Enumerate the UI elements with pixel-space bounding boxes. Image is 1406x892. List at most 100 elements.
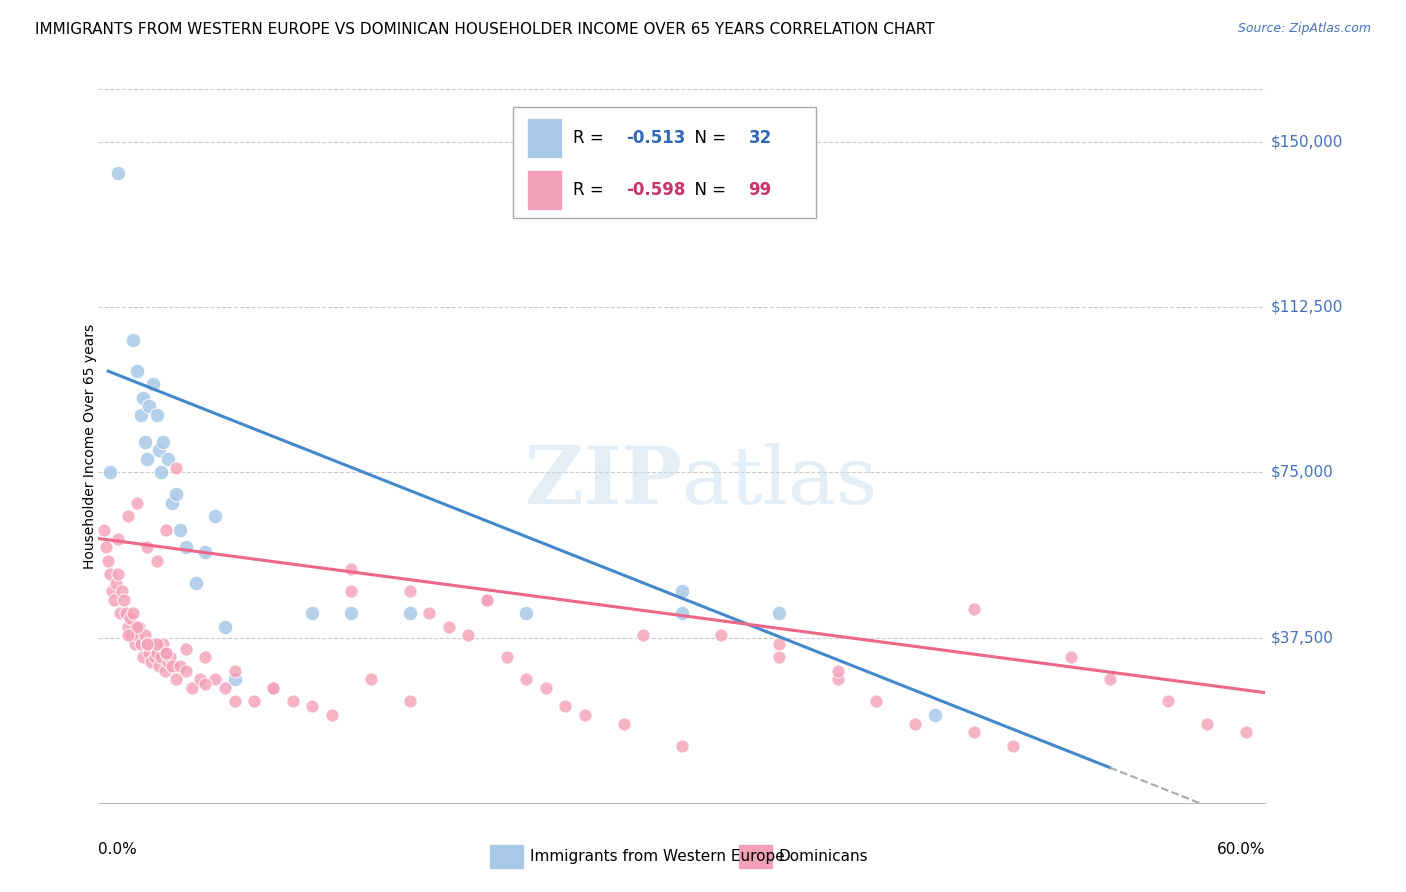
Point (477, 593, 499, 607)
Point (495, 650, 517, 665)
Text: 0.0%: 0.0% (98, 842, 138, 857)
Point (132, 650, 155, 665)
Point (129, 408, 152, 422)
Point (117, 628, 139, 642)
Point (962, 725, 984, 739)
Point (114, 607, 136, 621)
Point (121, 628, 143, 642)
Point (122, 607, 145, 621)
Text: 32: 32 (748, 129, 772, 147)
FancyBboxPatch shape (738, 844, 773, 869)
Point (340, 584, 363, 599)
Point (169, 523, 191, 537)
Point (398, 607, 420, 621)
Point (124, 637, 146, 651)
Point (180, 681, 202, 696)
FancyBboxPatch shape (527, 170, 562, 210)
Point (152, 434, 174, 449)
Point (149, 650, 172, 665)
Point (93, 523, 115, 537)
Point (612, 716, 634, 731)
Point (152, 637, 174, 651)
Text: $150,000: $150,000 (1271, 135, 1344, 150)
Point (127, 496, 149, 510)
Text: -0.598: -0.598 (626, 181, 685, 199)
Text: Source: ZipAtlas.com: Source: ZipAtlas.com (1237, 22, 1371, 36)
Point (768, 637, 790, 651)
Point (162, 659, 184, 673)
Point (101, 584, 124, 599)
Point (136, 541, 159, 555)
Point (139, 655, 162, 669)
FancyBboxPatch shape (527, 119, 562, 158)
Point (146, 637, 169, 651)
Point (194, 650, 217, 665)
Point (243, 694, 266, 708)
Point (962, 602, 984, 616)
Point (132, 391, 155, 405)
Point (155, 523, 177, 537)
Point (129, 637, 152, 651)
Point (515, 673, 537, 687)
Point (159, 650, 181, 665)
Text: Dominicans: Dominicans (779, 849, 869, 863)
Point (301, 698, 323, 713)
Point (457, 628, 479, 642)
Point (134, 434, 156, 449)
Point (398, 694, 420, 708)
Text: -0.513: -0.513 (626, 129, 685, 147)
Point (127, 628, 149, 642)
Point (157, 452, 180, 467)
Point (155, 646, 177, 660)
Point (162, 496, 184, 510)
Point (224, 694, 246, 708)
Point (148, 659, 170, 673)
Point (321, 707, 343, 722)
Point (148, 443, 170, 458)
Point (437, 619, 460, 633)
Point (142, 637, 165, 651)
Point (671, 607, 693, 621)
Point (671, 739, 693, 753)
Point (128, 619, 150, 633)
Point (194, 677, 217, 691)
Point (262, 681, 284, 696)
Point (1060, 650, 1083, 665)
Text: N =: N = (685, 129, 731, 147)
FancyBboxPatch shape (489, 844, 524, 869)
Point (157, 655, 180, 669)
Point (865, 694, 887, 708)
Point (281, 694, 304, 708)
Point (710, 628, 733, 642)
Point (827, 664, 849, 678)
Point (174, 641, 197, 656)
Point (107, 166, 129, 180)
Point (138, 646, 160, 660)
Point (904, 716, 927, 731)
Point (418, 607, 440, 621)
Point (122, 333, 145, 347)
Text: $37,500: $37,500 (1271, 630, 1334, 645)
Text: ZIP: ZIP (524, 442, 682, 521)
Point (146, 553, 169, 567)
Point (1098, 673, 1121, 687)
FancyBboxPatch shape (513, 107, 815, 218)
Point (174, 541, 197, 555)
Point (98, 566, 121, 581)
Point (97, 553, 120, 567)
Point (340, 607, 363, 621)
Point (165, 487, 187, 501)
Point (194, 545, 217, 559)
Point (143, 650, 166, 665)
Point (174, 664, 197, 678)
Point (98, 466, 121, 480)
Point (107, 566, 129, 581)
Point (155, 646, 177, 660)
Text: 60.0%: 60.0% (1218, 842, 1265, 857)
Point (554, 698, 576, 713)
Point (515, 607, 537, 621)
Text: 99: 99 (748, 181, 772, 199)
Point (118, 611, 141, 625)
Point (146, 408, 169, 422)
Point (827, 673, 849, 687)
